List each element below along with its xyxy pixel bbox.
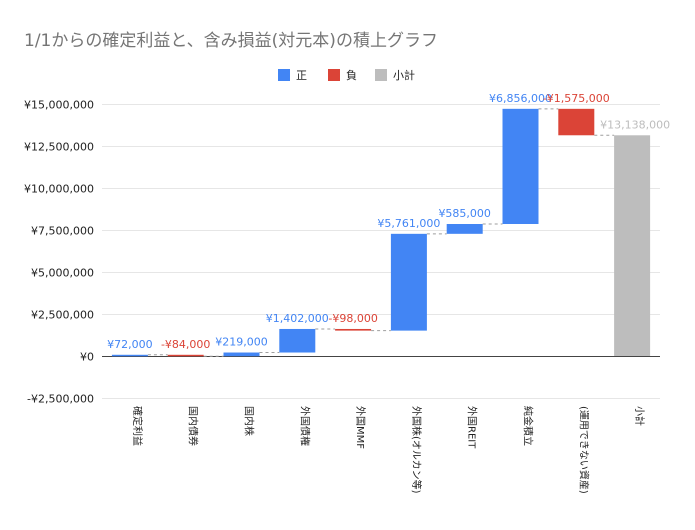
x-tick-label: (運用できない資産) [577, 406, 590, 494]
legend-swatch-subtotal [375, 69, 387, 81]
data-label: ¥1,402,000 [266, 312, 329, 325]
data-label: -¥84,000 [161, 338, 210, 351]
x-tick-label-group: (運用できない資産) [577, 406, 590, 494]
x-tick-label-group: 外国REIT [466, 406, 478, 449]
y-tick-label: ¥0 [80, 351, 94, 364]
data-label: -¥1,575,000 [543, 92, 610, 105]
x-tick-label-group: 国内債券 [187, 406, 200, 446]
legend-swatch-positive [278, 69, 290, 81]
x-tick-label: 確定利益 [131, 406, 144, 446]
chart-title: 1/1からの確定利益と、含み損益(対元本)の積上グラフ [24, 31, 438, 51]
x-tick-label: 小計 [633, 406, 646, 426]
bar [558, 108, 595, 136]
x-tick-label-group: 外国株(オルカン等) [410, 406, 423, 494]
legend-label-positive: 正 [296, 69, 307, 82]
bar [335, 328, 372, 331]
bar [614, 135, 651, 356]
x-tick-label-group: 外国MMF [354, 406, 366, 449]
bar [223, 352, 260, 357]
data-label: ¥6,856,000 [489, 92, 552, 105]
x-tick-label-group: 国内株 [243, 406, 256, 436]
bar [390, 233, 427, 331]
y-tick-label: ¥15,000,000 [24, 99, 94, 112]
bar [167, 354, 204, 357]
y-tick-label: ¥2,500,000 [31, 309, 94, 322]
legend-item-positive: 正 [278, 67, 307, 83]
y-tick-label: ¥5,000,000 [31, 267, 94, 280]
x-tick-label: 純金積立 [522, 406, 535, 446]
data-label: -¥98,000 [328, 312, 377, 325]
bar [279, 328, 316, 353]
bar [446, 224, 483, 234]
bar [111, 354, 148, 357]
data-label: ¥13,138,000 [600, 118, 670, 131]
x-tick-label-group: 外国債権 [298, 406, 311, 446]
y-tick-label: ¥10,000,000 [24, 183, 94, 196]
x-tick-label-group: 小計 [633, 406, 646, 426]
x-tick-label: 国内株 [243, 406, 256, 436]
data-label: ¥72,000 [107, 338, 153, 351]
bar [502, 108, 539, 225]
x-tick-label-group: 純金積立 [522, 406, 535, 446]
legend-label-subtotal: 小計 [393, 69, 415, 82]
y-tick-label: ¥12,500,000 [24, 141, 94, 154]
data-label: ¥219,000 [215, 336, 268, 349]
x-tick-label: 外国債権 [298, 406, 311, 446]
x-tick-label: 外国MMF [354, 406, 366, 449]
x-tick-label: 外国株(オルカン等) [410, 406, 423, 494]
legend-swatch-negative [328, 69, 340, 81]
x-tick-label-group: 確定利益 [131, 406, 144, 446]
y-tick-label: ¥7,500,000 [31, 225, 94, 238]
x-tick-label: 外国REIT [466, 406, 478, 449]
legend-item-subtotal: 小計 [375, 67, 415, 83]
data-label: ¥585,000 [438, 207, 491, 220]
legend-item-negative: 負 [328, 67, 357, 83]
x-tick-label: 国内債券 [187, 406, 200, 446]
legend-label-negative: 負 [346, 69, 357, 82]
data-label: ¥5,761,000 [377, 217, 440, 230]
y-tick-label: -¥2,500,000 [27, 393, 94, 406]
